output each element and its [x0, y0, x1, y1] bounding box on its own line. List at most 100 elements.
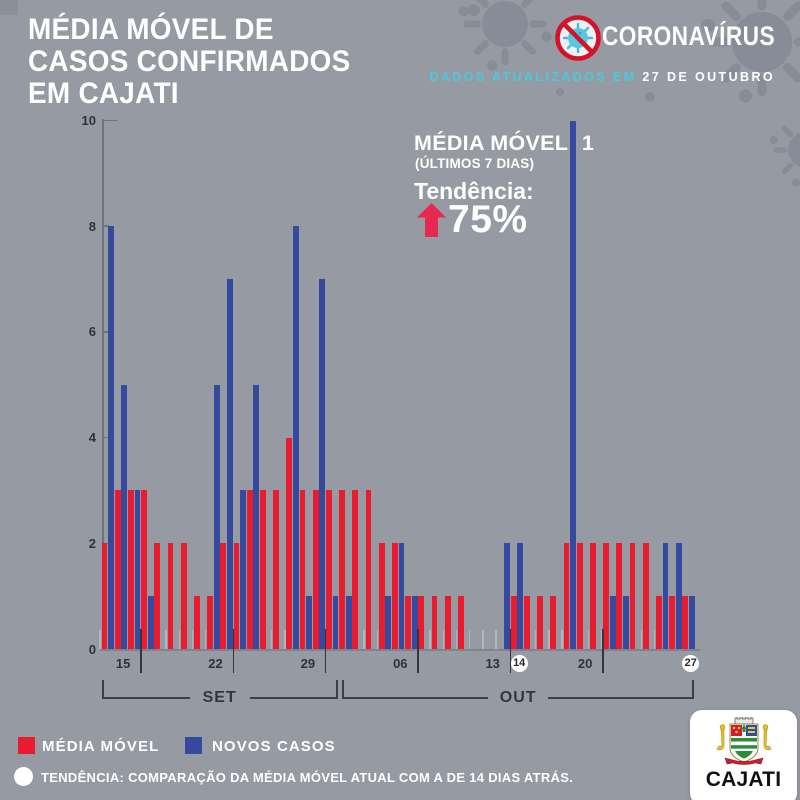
x-tick-label: 13	[485, 656, 500, 671]
day-tick-nub	[442, 630, 445, 649]
update-prefix: DADOS ATUALIZADOS EM	[429, 70, 643, 84]
bar-media-movel	[127, 490, 134, 649]
bar-media-movel	[246, 490, 253, 649]
trend-label: Tendência:	[414, 178, 534, 204]
x-tick-label: 29	[300, 656, 316, 671]
bar-media-movel	[444, 596, 451, 649]
bar-media-movel	[114, 490, 121, 649]
day-tick-nub	[455, 630, 458, 649]
x-tick-label: 20	[577, 656, 593, 671]
cajati-logo-card: CAJATI	[690, 710, 797, 800]
day-tick-nub	[653, 630, 656, 649]
bar-novos-casos	[689, 596, 695, 649]
y-tick-mark	[102, 436, 109, 439]
bar-media-movel	[669, 596, 675, 649]
month-bracket-stub	[101, 680, 104, 698]
bar-media-movel	[418, 596, 425, 649]
bar-novos-casos	[504, 543, 511, 649]
x-tick-line	[140, 629, 142, 673]
y-tick-label: 0	[88, 641, 96, 657]
bar-media-movel	[550, 596, 557, 649]
day-tick-nub	[600, 630, 603, 649]
bar-media-movel	[312, 490, 319, 649]
bar-media-movel	[589, 543, 596, 649]
bar-media-movel	[431, 596, 438, 649]
bar-media-movel	[286, 437, 293, 649]
y-tick-label: 6	[88, 324, 96, 340]
bar-media-movel	[299, 490, 306, 649]
bar-media-movel	[167, 543, 174, 649]
month-label: OUT	[499, 689, 537, 706]
x-tick-line	[232, 629, 235, 673]
x-tick-label: 22	[208, 656, 223, 671]
bar-media-movel	[180, 543, 187, 649]
bar-media-movel	[405, 596, 411, 649]
bar-novos-casos	[662, 543, 669, 649]
day-tick-nub	[561, 630, 563, 649]
bar-novos-casos	[332, 596, 339, 649]
bar-media-movel	[352, 490, 359, 649]
month-bracket-stub	[692, 680, 695, 698]
day-tick-nub	[270, 630, 273, 649]
x-axis-baseline	[100, 649, 700, 651]
x-tick-label: 15	[115, 656, 131, 671]
y-tick-label: 4	[88, 430, 96, 446]
day-tick-nub	[468, 630, 471, 649]
moving-average-value: MÉDIA MÓVEL: 1	[414, 131, 595, 155]
x-tick-circled-day: 14	[510, 654, 528, 672]
day-tick-nub	[429, 630, 431, 649]
day-tick-nub	[165, 630, 167, 649]
title-line-1: MÉDIA MÓVEL DE	[28, 13, 274, 46]
bar-novos-casos	[609, 596, 616, 649]
bar-novos-casos	[253, 384, 260, 649]
update-banner: DADOS ATUALIZADOS EM 27 DE OUTUBRO	[429, 70, 775, 84]
bar-media-movel	[101, 543, 108, 649]
legend-label-media-movel: MÉDIA MÓVEL	[42, 738, 160, 755]
y-tick-label: 10	[81, 113, 96, 128]
day-tick-nub	[99, 630, 101, 649]
bar-media-movel	[682, 596, 689, 649]
bar-novos-casos	[675, 543, 682, 649]
bar-media-movel	[603, 543, 609, 649]
bar-media-movel	[259, 490, 266, 649]
day-tick-nub	[284, 630, 286, 649]
bar-novos-casos	[108, 226, 115, 649]
note-bullet-icon	[14, 767, 33, 786]
y-tick-label: 2	[88, 535, 96, 551]
bar-media-movel	[523, 596, 530, 649]
bar-novos-casos	[385, 596, 392, 649]
y-tick-mark	[102, 119, 118, 122]
bar-media-movel	[154, 543, 161, 649]
legend-label-novos-casos: NOVOS CASOS	[212, 738, 336, 755]
bar-media-movel	[576, 543, 583, 649]
bar-media-movel	[629, 543, 636, 649]
bar-novos-casos	[240, 490, 247, 649]
bar-novos-casos	[293, 226, 299, 649]
y-tick-mark	[102, 331, 109, 333]
day-tick-nub	[363, 630, 365, 649]
trend-up-arrow-icon	[417, 203, 446, 237]
bar-media-movel	[141, 490, 147, 649]
bar-novos-casos	[121, 384, 128, 649]
brand-title: CORONAVÍRUS	[601, 21, 775, 51]
day-tick-nub	[204, 630, 207, 649]
bar-novos-casos	[398, 543, 405, 649]
bar-media-movel	[365, 490, 372, 649]
x-tick-label: 06	[393, 656, 408, 671]
month-bracket-stub	[342, 680, 345, 698]
title-line-2: CASOS CONFIRMADOS	[28, 45, 351, 78]
day-tick-nub	[482, 630, 484, 649]
bar-media-movel	[378, 543, 385, 649]
bar-media-movel	[220, 543, 227, 649]
corner-accent	[0, 0, 18, 15]
update-date: 27 DE OUTUBRO	[642, 70, 775, 84]
cajati-coat-of-arms	[716, 717, 771, 765]
bar-novos-casos	[147, 596, 154, 649]
bar-media-movel	[339, 490, 345, 649]
month-bracket-line	[342, 697, 489, 699]
x-tick-line	[602, 629, 604, 673]
day-tick-nub	[548, 630, 550, 649]
bar-media-movel	[233, 543, 240, 649]
legend-swatch-novos-casos	[185, 737, 202, 754]
